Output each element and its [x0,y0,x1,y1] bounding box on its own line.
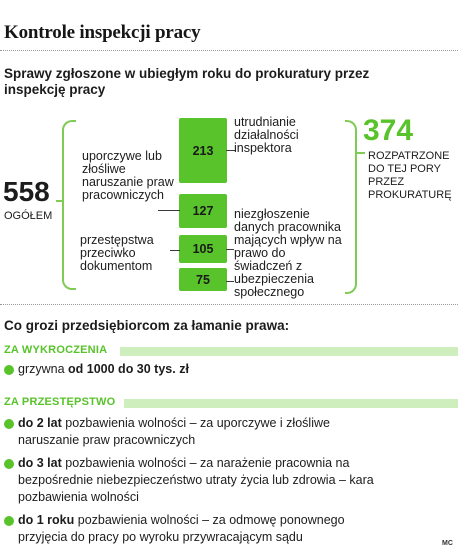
misdemeanor-item: grzywna od 1000 do 30 tys. zł [18,361,189,378]
category-bar-misdemeanor [120,347,458,356]
label-rights-violation: uporczywe lub złośliwe naruszanie praw p… [82,149,174,202]
left-brace [62,120,76,290]
divider-top [0,50,458,51]
crime-item-2-line1: pozbawienia wolności – za narażenie prac… [61,456,350,470]
right-brace [345,120,357,294]
crime-item-2: do 3 lat pozbawienia wolności – za naraż… [18,455,454,506]
connector-insurance [226,249,234,250]
crime-item-1-term: do 2 lat [18,416,62,430]
value-box-213: 213 [179,118,227,183]
crime-item-2-line2: bezpośrednie niebezpieczeństwo utraty ży… [18,473,374,487]
crime-item-2-line3: pozbawienia wolności [18,490,139,504]
crime-item-3-term: do 1 roku [18,513,75,527]
left-brace-tip [56,200,64,202]
value-box-127: 127 [179,194,227,228]
crime-item-3-line2: przyjęcia do pracy po wyroku przywracają… [18,530,303,544]
resolved-label: ROZPATRZONE DO TEJ PORY PRZEZ PROKURATUR… [368,150,452,201]
crime-item-3: do 1 roku pozbawienia wolności – za odmo… [18,512,438,546]
bullet-dot [4,365,14,375]
connector-127 [158,210,180,211]
crime-item-2-term: do 3 lat [18,456,62,470]
subtitle: Sprawy zgłoszone w ubiegłym roku do prok… [4,66,370,97]
bullet-dot [4,419,14,429]
total-label: OGÓŁEM [4,210,53,222]
category-label-misdemeanor: ZA WYKROCZENIA [4,344,108,356]
penalties-heading: Co grozi przedsiębiorcom za łamanie praw… [4,318,290,333]
resolved-value: 374 [363,114,414,147]
label-inspector-obstruction: utrudnianie działalności inspektora [234,115,299,155]
connector-75 [226,281,234,282]
label-insurance-data: niezgłoszenie danych pracownika mających… [234,207,342,299]
total-value: 558 [3,176,50,207]
connector-105 [170,250,180,251]
crime-item-3-line1: pozbawienia wolności – za odmowę ponowne… [74,513,345,527]
bullet-dot [4,459,14,469]
crime-item-1: do 2 lat pozbawienia wolności – za uporc… [18,415,454,449]
bullet-dot [4,516,14,526]
page-title: Kontrole inspekcji pracy [4,22,201,43]
right-brace-tip [357,152,365,154]
crime-item-1-line1: pozbawienia wolności – za uporczywe i zł… [61,416,330,430]
category-bar-crime [124,399,458,408]
misdemeanor-amount: od 1000 do 30 tys. zł [68,362,189,376]
category-label-crime: ZA PRZESTĘPSTWO [4,396,116,408]
connector-213 [226,150,236,151]
value-box-105: 105 [179,235,227,263]
author-credit: MC [442,540,453,547]
value-box-75: 75 [179,268,227,291]
crime-item-1-line2: naruszanie praw pracowniczych [18,433,196,447]
misdemeanor-text: grzywna [18,362,69,376]
label-document-crimes: przestępstwa przeciwko dokumentom [80,233,154,273]
divider-mid [0,304,458,305]
